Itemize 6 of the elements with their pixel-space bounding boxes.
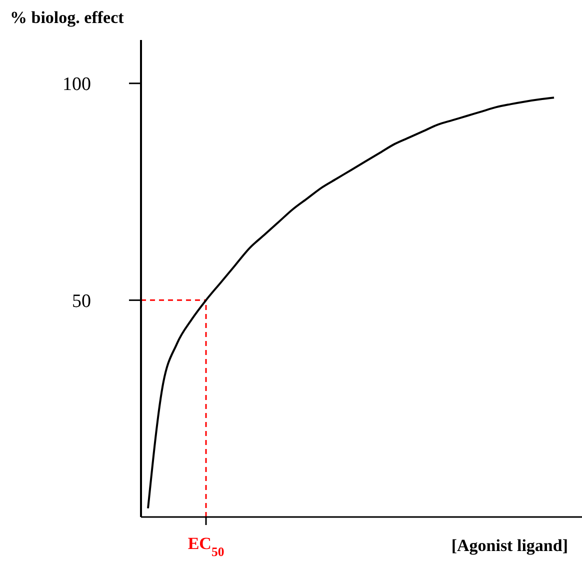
line-series	[147, 96, 556, 510]
y-tick-label: 100	[62, 74, 91, 96]
y-axis-title: % biolog. effect	[10, 8, 124, 28]
x-axis-title: [Agonist ligand]	[451, 536, 568, 556]
y-tick-label: 50	[72, 290, 91, 312]
x-tick-label: EC$_{50}$	[188, 534, 224, 559]
